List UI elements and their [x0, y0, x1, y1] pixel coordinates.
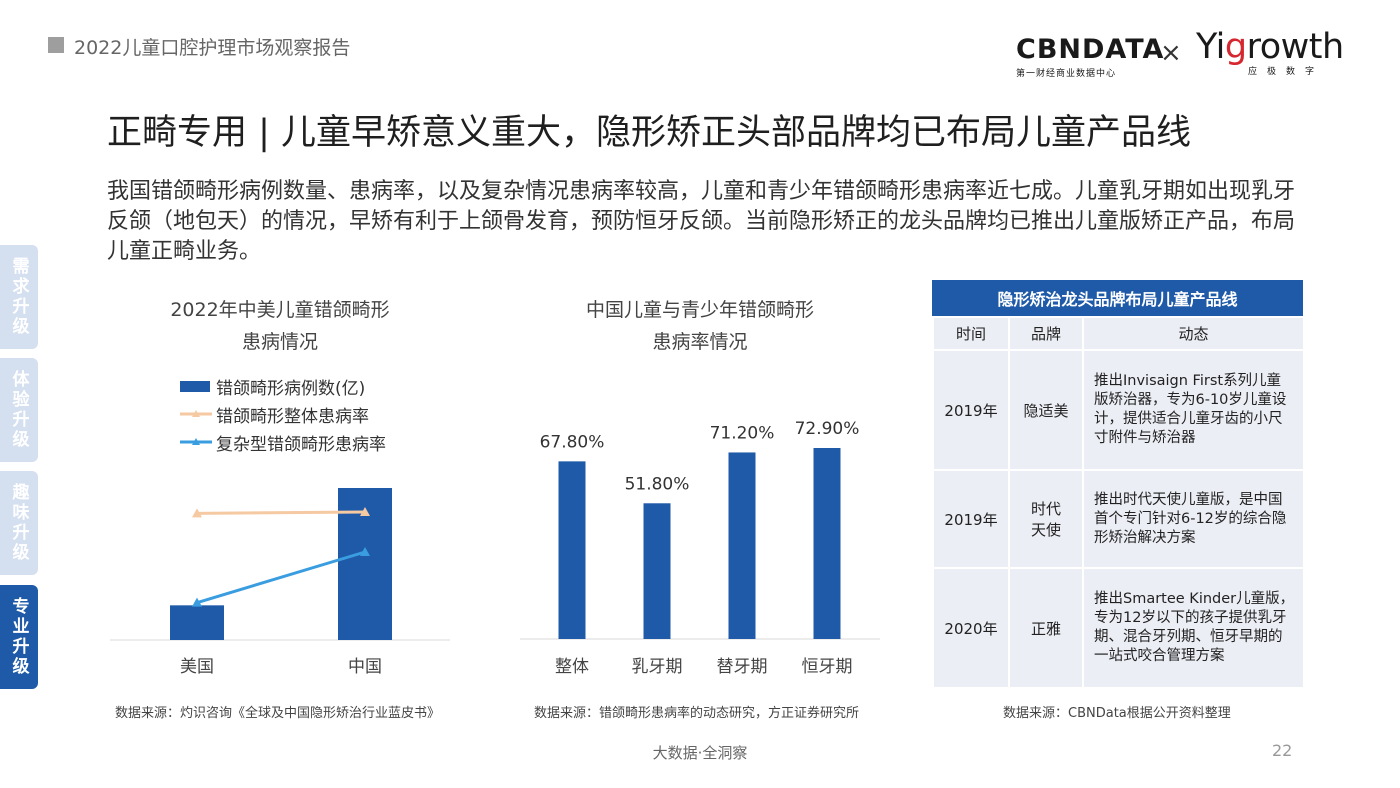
chart1-line-0-marker-1 — [360, 507, 370, 516]
yigrowth-logo-text: Yigrowth — [1196, 27, 1344, 67]
table-row: 2019年 时代天使 推出时代天使儿童版，是中国首个专门针对6-12岁的综合隐形… — [932, 469, 1305, 569]
page-heading: 正畸专用 | 儿童早矫意义重大，隐形矫正头部品牌均已布局儿童产品线 — [107, 113, 1192, 153]
table-cell-year: 2019年 — [932, 349, 1010, 471]
cbndata-logo: CBNDATA 第一财经商业数据中心 — [1016, 34, 1165, 80]
chart2-data-label: 71.20% — [710, 423, 775, 443]
table-cell-desc: 推出时代天使儿童版，是中国首个专门针对6-12岁的综合隐形矫治解决方案 — [1082, 469, 1305, 569]
chart2-data-label: 72.90% — [795, 419, 860, 439]
intro-paragraph: 我国错颌畸形病例数量、患病率，以及复杂情况患病率较高，儿童和青少年错颌畸形患病率… — [107, 179, 1296, 264]
chart1-title: 2022年中美儿童错颌畸形 患病情况 — [170, 299, 390, 353]
chart1-line-1-marker-1 — [360, 547, 370, 556]
page-number: 22 — [1272, 741, 1293, 760]
cbndata-logo-subtext: 第一财经商业数据中心 — [1016, 69, 1117, 79]
table-title: 隐形矫治龙头品牌布局儿童产品线 — [932, 280, 1303, 316]
legend-orange-line-swatch — [180, 410, 212, 417]
legend-bar-swatch — [180, 380, 210, 392]
table-header-time: 时间 — [932, 316, 1010, 351]
chart2-x-tick-label: 替牙期 — [717, 657, 768, 677]
legend-item-cases: 错颌畸形病例数(亿) — [180, 372, 386, 400]
yigrowth-logo-subtext: 应极数字 — [1248, 67, 1325, 77]
header-square — [48, 37, 64, 53]
legend-blue-line-swatch — [180, 438, 212, 445]
logo-cross-icon: × — [1160, 38, 1182, 68]
chart1-line-1-marker-0 — [192, 597, 202, 607]
chart2-x-tick-label: 整体 — [555, 657, 589, 677]
cbndata-logo-text: CBNDATA — [1016, 34, 1165, 65]
chart2-bar-乳牙期 — [643, 503, 671, 639]
chart1-line-0-marker-0 — [192, 508, 202, 518]
side-tab-professional-upgrade[interactable]: 专业升级 — [0, 585, 38, 689]
chart1-x-tick-label: 美国 — [180, 657, 214, 677]
chart1-source: 数据来源：灼识咨询《全球及中国隐形矫治行业蓝皮书》 — [115, 706, 441, 721]
chart2-x-tick-label: 乳牙期 — [632, 657, 683, 677]
legend-item-complex-rate: 复杂型错颌畸形患病率 — [180, 428, 386, 456]
side-tab-experience-upgrade[interactable]: 体验升级 — [0, 358, 38, 462]
table-header-activity: 动态 — [1082, 316, 1305, 351]
table-header-row: 时间 品牌 动态 — [932, 316, 1305, 351]
table-cell-year: 2020年 — [932, 567, 1010, 689]
table-cell-year: 2019年 — [932, 469, 1010, 569]
table-cell-brand: 正雅 — [1008, 567, 1084, 689]
table-cell-desc: 推出Invisaign First系列儿童版矫治器，专为6-10岁儿童设计，提供… — [1082, 349, 1305, 471]
table-cell-brand: 隐适美 — [1008, 349, 1084, 471]
table-header-brand: 品牌 — [1008, 316, 1084, 351]
chart2-title: 中国儿童与青少年错颌畸形 患病率情况 — [585, 299, 814, 353]
brand-table-grid: 时间 品牌 动态 2019年 隐适美 推出Invisaign First系列儿童… — [932, 316, 1305, 689]
table-row: 2019年 隐适美 推出Invisaign First系列儿童版矫治器，专为6-… — [932, 349, 1305, 471]
side-tab-demand-upgrade[interactable]: 需求升级 — [0, 245, 38, 349]
chart1-x-tick-label: 中国 — [348, 657, 382, 677]
chart1-line-0 — [196, 510, 366, 515]
chart1-bar-美国 — [170, 605, 224, 640]
side-tab-fun-upgrade[interactable]: 趣味升级 — [0, 471, 38, 575]
chart2-x-tick-label: 恒牙期 — [802, 657, 853, 677]
chart2-source: 数据来源：错颌畸形患病率的动态研究，方正证券研究所 — [534, 706, 860, 721]
table-source: 数据来源：CBNData根据公开资料整理 — [1003, 706, 1231, 721]
chart2-data-label: 51.80% — [625, 474, 690, 494]
chart2-bar-整体 — [558, 461, 586, 639]
table-cell-brand: 时代天使 — [1008, 469, 1084, 569]
report-title: 2022儿童口腔护理市场观察报告 — [74, 37, 351, 59]
footer-slogan: 大数据·全洞察 — [652, 744, 748, 762]
yigrowth-logo: Yigrowth 应极数字 — [1196, 28, 1352, 77]
brand-table: 隐形矫治龙头品牌布局儿童产品线 时间 品牌 动态 2019年 隐适美 推出Inv… — [932, 280, 1305, 689]
legend-item-overall-rate: 错颌畸形整体患病率 — [180, 400, 386, 428]
chart2-bar-恒牙期 — [813, 448, 841, 639]
chart1-legend: 错颌畸形病例数(亿) 错颌畸形整体患病率 复杂型错颌畸形患病率 — [180, 372, 386, 456]
chart2-bar-替牙期 — [728, 452, 756, 639]
chart1-plot: 美国 中国 — [110, 488, 450, 677]
table-cell-desc: 推出Smartee Kinder儿童版，专为12岁以下的孩子提供乳牙期、混合牙列… — [1082, 567, 1305, 689]
chart1-line-1 — [196, 550, 366, 605]
chart2-plot: 67.80% 整体 51.80% 乳牙期 71.20% 替牙期 72.90% 恒牙期 — [520, 419, 880, 677]
chart2-data-label: 67.80% — [540, 432, 605, 452]
table-row: 2020年 正雅 推出Smartee Kinder儿童版，专为12岁以下的孩子提… — [932, 567, 1305, 689]
